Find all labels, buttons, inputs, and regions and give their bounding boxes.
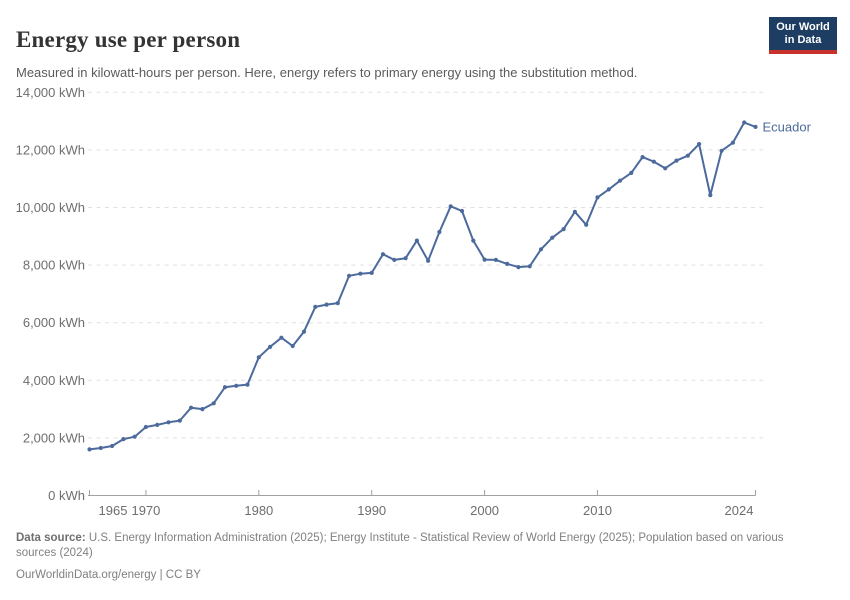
data-point-marker[interactable] xyxy=(561,227,566,232)
data-point-marker[interactable] xyxy=(584,222,589,227)
data-point-marker[interactable] xyxy=(742,120,747,125)
data-point-marker[interactable] xyxy=(245,382,250,387)
data-point-marker[interactable] xyxy=(211,401,216,406)
x-axis-tick-label: 1990 xyxy=(357,503,386,518)
data-point-marker[interactable] xyxy=(708,193,713,198)
data-point-marker[interactable] xyxy=(663,166,668,171)
y-axis-tick-label: 0 kWh xyxy=(48,488,85,503)
x-axis-tick-label: 2000 xyxy=(470,503,499,518)
data-point-marker[interactable] xyxy=(301,329,307,334)
data-point-marker[interactable] xyxy=(448,204,453,209)
data-point-marker[interactable] xyxy=(110,443,115,449)
line-series-ecuador[interactable] xyxy=(88,121,757,451)
y-axis-tick-label: 10,000 kWh xyxy=(16,200,85,215)
data-point-marker[interactable] xyxy=(595,195,600,200)
owid-logo[interactable]: Our World in Data xyxy=(769,17,837,54)
data-point-marker[interactable] xyxy=(505,261,510,266)
data-point-marker[interactable] xyxy=(200,407,205,412)
data-point-marker[interactable] xyxy=(268,344,273,349)
license-suffix: | CC BY xyxy=(156,569,201,581)
data-point-marker[interactable] xyxy=(324,302,329,307)
data-point-marker[interactable] xyxy=(256,355,261,360)
data-point-marker[interactable] xyxy=(459,208,465,214)
data-point-marker[interactable] xyxy=(651,159,657,164)
data-point-marker[interactable] xyxy=(403,256,408,261)
data-point-marker[interactable] xyxy=(166,420,171,425)
chart-title: Energy use per person xyxy=(16,27,241,53)
x-axis-tick-label: 1965 xyxy=(99,503,128,518)
data-point-marker[interactable] xyxy=(640,155,645,160)
entity-label[interactable]: Ecuador xyxy=(763,119,812,134)
data-point-marker[interactable] xyxy=(392,257,397,262)
data-point-marker[interactable] xyxy=(121,437,126,442)
data-point-marker[interactable] xyxy=(380,252,386,257)
data-point-marker[interactable] xyxy=(697,142,702,147)
y-axis-tick-label: 4,000 kWh xyxy=(23,373,85,388)
data-point-marker[interactable] xyxy=(189,405,194,410)
data-point-marker[interactable] xyxy=(516,265,521,270)
data-point-marker[interactable] xyxy=(87,447,92,452)
data-point-marker[interactable] xyxy=(617,178,623,183)
x-axis-tick-label: 2024 xyxy=(725,503,754,518)
owid-logo-line1: Our World xyxy=(776,21,830,33)
footer-link[interactable]: OurWorldinData.org/energy xyxy=(16,569,157,581)
x-axis-tick-label: 1980 xyxy=(244,503,273,518)
data-source-note: Data source: U.S. Energy Information Adm… xyxy=(16,531,818,561)
data-point-marker[interactable] xyxy=(143,424,148,430)
data-point-marker[interactable] xyxy=(471,238,476,243)
data-point-marker[interactable] xyxy=(358,271,363,276)
data-point-marker[interactable] xyxy=(753,124,758,129)
chart-footer: Data source: U.S. Energy Information Adm… xyxy=(16,531,818,583)
data-point-marker[interactable] xyxy=(538,247,544,252)
data-point-marker[interactable] xyxy=(482,257,487,262)
chart-subtitle: Measured in kilowatt-hours per person. H… xyxy=(16,65,638,80)
y-axis-tick-label: 14,000 kWh xyxy=(16,85,85,100)
data-point-marker[interactable] xyxy=(685,153,690,158)
data-point-marker[interactable] xyxy=(606,187,611,192)
data-source-text: U.S. Energy Information Administration (… xyxy=(16,532,784,559)
data-point-marker[interactable] xyxy=(629,170,634,175)
data-point-marker[interactable] xyxy=(437,229,442,235)
data-point-marker[interactable] xyxy=(550,235,555,240)
data-point-marker[interactable] xyxy=(572,209,578,214)
data-point-marker[interactable] xyxy=(234,383,239,388)
data-point-marker[interactable] xyxy=(290,343,295,349)
data-point-marker[interactable] xyxy=(369,270,374,275)
y-axis-tick-label: 8,000 kWh xyxy=(23,258,85,273)
data-point-marker[interactable] xyxy=(527,264,532,269)
y-axis-tick-label: 2,000 kWh xyxy=(23,430,85,445)
data-point-marker[interactable] xyxy=(335,301,340,306)
data-point-marker[interactable] xyxy=(313,304,318,309)
data-point-marker[interactable] xyxy=(493,257,498,262)
data-point-marker[interactable] xyxy=(177,418,182,423)
data-point-marker[interactable] xyxy=(132,434,137,439)
data-point-marker[interactable] xyxy=(426,258,431,263)
data-point-marker[interactable] xyxy=(347,273,352,278)
x-axis-tick-label: 1970 xyxy=(131,503,160,518)
data-point-marker[interactable] xyxy=(674,158,679,163)
data-point-marker[interactable] xyxy=(414,238,419,243)
y-axis-tick-label: 12,000 kWh xyxy=(16,142,85,157)
y-axis-tick-label: 6,000 kWh xyxy=(23,315,85,330)
data-point-marker[interactable] xyxy=(730,140,736,145)
license-line: OurWorldinData.org/energy | CC BY xyxy=(16,568,818,583)
data-point-marker[interactable] xyxy=(155,422,160,427)
data-point-marker[interactable] xyxy=(279,335,284,340)
data-source-label: Data source: xyxy=(16,532,86,544)
data-point-marker[interactable] xyxy=(719,148,724,153)
data-point-marker[interactable] xyxy=(98,445,103,451)
data-point-marker[interactable] xyxy=(222,385,228,390)
x-axis-tick-label: 2010 xyxy=(583,503,612,518)
owid-logo-line2: in Data xyxy=(784,34,822,46)
